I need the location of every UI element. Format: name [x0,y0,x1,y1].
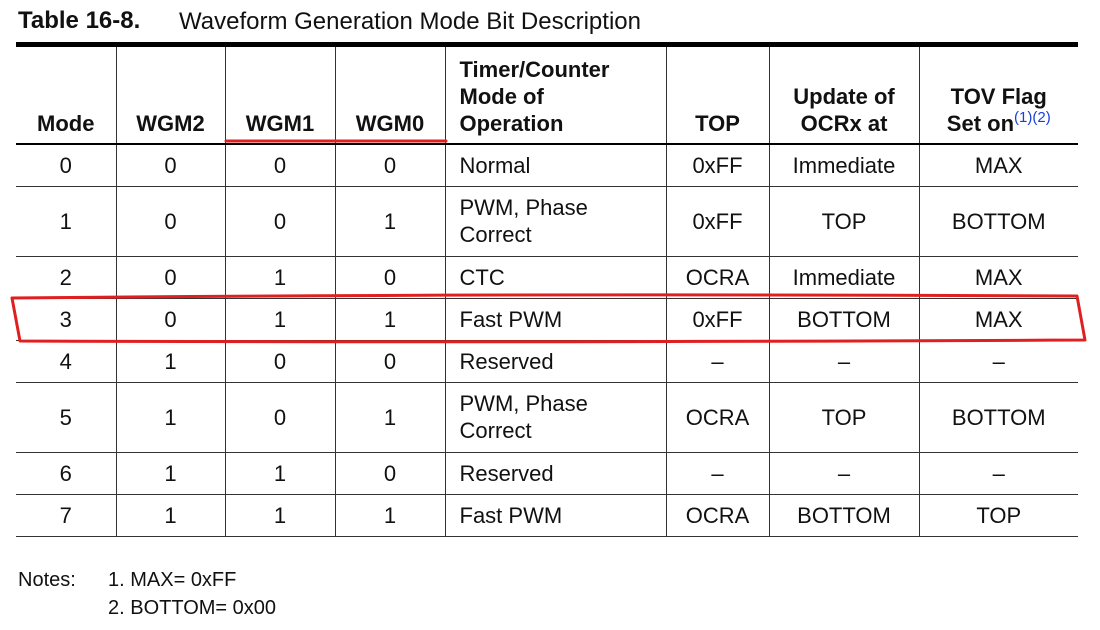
cell-wgm1: 0 [224,339,336,383]
cell-top: 0xFF [665,297,770,341]
cell-top: – [665,451,770,495]
cell-operation: CTC [444,255,667,299]
cell-top: OCRA [665,493,770,537]
table-row: 5 1 0 1 PWM, Phase Correct OCRA TOP BOTTO… [16,381,1078,453]
cell-mode: 3 [16,297,117,341]
table-top-rule [16,42,1078,47]
cell-mode: 5 [16,381,117,453]
cell-wgm0: 0 [334,339,446,383]
table-row: 2 0 1 0 CTC OCRA Immediate MAX [16,255,1078,299]
cell-mode: 4 [16,339,117,383]
cell-operation: Reserved [444,339,667,383]
notes-label: Notes: [18,569,76,591]
cell-update: BOTTOM [768,297,920,341]
cell-wgm0: 0 [334,451,446,495]
note-item: 1. MAX= 0xFF [108,569,237,591]
cell-tov: BOTTOM [918,185,1078,257]
cell-update: BOTTOM [768,493,920,537]
header-mode: Mode [16,47,117,145]
cell-operation: PWM, Phase Correct [444,185,667,257]
table-row: 4 1 0 0 Reserved – – – [16,339,1078,383]
footnote-ref-link[interactable]: (1)(2) [1014,109,1051,126]
table-row: 1 0 0 1 PWM, Phase Correct 0xFF TOP BOTTO… [16,185,1078,257]
table-row: 0 0 0 0 Normal 0xFF Immediate MAX [16,143,1078,187]
cell-wgm1: 1 [224,297,336,341]
cell-wgm0: 0 [334,143,446,187]
cell-wgm2: 1 [115,339,226,383]
table-row: 7 1 1 1 Fast PWM OCRA BOTTOM TOP [16,493,1078,537]
cell-top: OCRA [665,255,770,299]
cell-operation: Fast PWM [444,297,667,341]
header-row: Mode WGM2 WGM1 WGM0 Timer/Counter Mode o… [16,47,1078,145]
header-wgm1: WGM1 [224,47,336,145]
cell-mode: 6 [16,451,117,495]
cell-wgm2: 1 [115,451,226,495]
cell-mode: 0 [16,143,117,187]
wgm-table: Mode WGM2 WGM1 WGM0 Timer/Counter Mode o… [16,47,1078,537]
cell-update: Immediate [768,143,920,187]
cell-update: – [768,339,920,383]
note-item: 2. BOTTOM= 0x00 [108,597,277,619]
cell-wgm1: 0 [224,143,336,187]
cell-update: – [768,451,920,495]
cell-update: TOP [768,185,920,257]
cell-tov: BOTTOM [918,381,1078,453]
cell-top: 0xFF [665,143,770,187]
cell-wgm0: 1 [334,493,446,537]
cell-wgm0: 1 [334,381,446,453]
cell-top: 0xFF [665,185,770,257]
cell-wgm1: 1 [224,451,336,495]
cell-wgm1: 0 [224,381,336,453]
header-top: TOP [665,47,770,145]
cell-wgm1: 0 [224,185,336,257]
cell-tov: MAX [918,143,1078,187]
cell-wgm0: 1 [334,185,446,257]
cell-wgm0: 0 [334,255,446,299]
header-operation: Timer/Counter Mode of Operation [444,47,667,145]
cell-mode: 1 [16,185,117,257]
cell-wgm2: 1 [115,493,226,537]
cell-operation: PWM, Phase Correct [444,381,667,453]
cell-wgm1: 1 [224,493,336,537]
cell-update: Immediate [768,255,920,299]
header-wgm0: WGM0 [334,47,446,145]
cell-tov: TOP [918,493,1078,537]
cell-wgm2: 0 [115,297,226,341]
cell-wgm2: 0 [115,255,226,299]
cell-wgm0: 1 [334,297,446,341]
cell-operation: Reserved [444,451,667,495]
cell-top: OCRA [665,381,770,453]
cell-operation: Normal [444,143,667,187]
cell-operation: Fast PWM [444,493,667,537]
table-number: Table 16-8. [18,7,141,34]
cell-wgm2: 1 [115,381,226,453]
cell-tov: – [918,451,1078,495]
cell-update: TOP [768,381,920,453]
cell-tov: MAX [918,255,1078,299]
cell-wgm2: 0 [115,185,226,257]
cell-top: – [665,339,770,383]
table-row-highlighted: 3 0 1 1 Fast PWM 0xFF BOTTOM MAX [16,297,1078,341]
header-tov-flag: TOV Flag Set on(1)(2) [918,47,1078,145]
cell-wgm2: 0 [115,143,226,187]
cell-tov: – [918,339,1078,383]
header-update: Update of OCRx at [768,47,920,145]
table-caption: Waveform Generation Mode Bit Description [179,8,641,35]
cell-mode: 7 [16,493,117,537]
cell-mode: 2 [16,255,117,299]
cell-tov: MAX [918,297,1078,341]
table-row: 6 1 1 0 Reserved – – – [16,451,1078,495]
header-wgm2: WGM2 [115,47,226,145]
cell-wgm1: 1 [224,255,336,299]
